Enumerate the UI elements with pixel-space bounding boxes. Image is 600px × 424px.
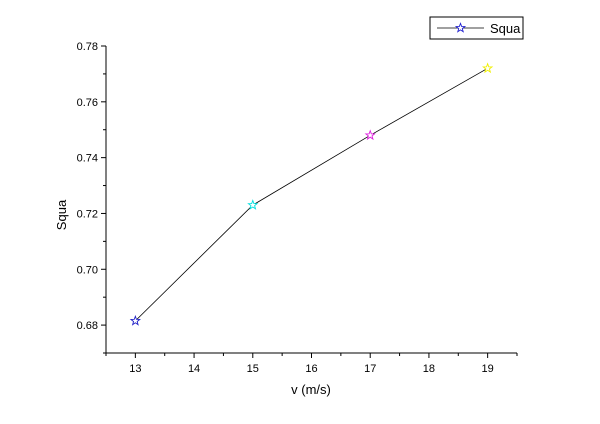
y-tick-label: 0.74	[77, 153, 98, 165]
x-axis-label: v (m/s)	[291, 382, 331, 397]
y-tick-label: 0.72	[77, 208, 98, 220]
y-axis-label: Squa	[54, 199, 69, 230]
x-tick-label: 19	[482, 363, 494, 375]
y-tick-label: 0.70	[77, 264, 98, 276]
y-tick-label: 0.76	[77, 97, 98, 109]
series-line	[135, 67, 488, 322]
data-point-star	[482, 62, 494, 74]
data-point-star	[129, 314, 141, 326]
y-tick-label: 0.68	[77, 320, 98, 332]
legend-label: Squa	[490, 21, 521, 36]
x-tick-label: 14	[188, 363, 200, 375]
x-axis-ticks: 13 14 15 16 17 18 19	[105, 353, 518, 375]
y-tick-label: 0.78	[77, 41, 98, 53]
series-layer	[129, 62, 494, 326]
x-tick-label: 13	[129, 363, 141, 375]
x-tick-label: 16	[305, 363, 317, 375]
legend-star-icon	[454, 22, 467, 33]
legend: Squa	[429, 16, 524, 40]
legend-star-marker	[454, 22, 467, 33]
y-axis-ticks: 0.68 0.70 0.72 0.74 0.76 0.78	[77, 41, 106, 354]
data-point-star	[247, 199, 259, 210]
x-tick-label: 18	[423, 363, 435, 375]
plot-frame	[105, 46, 517, 354]
x-tick-label: 17	[364, 363, 376, 375]
x-tick-label: 15	[247, 363, 259, 375]
data-point-star	[364, 129, 376, 141]
